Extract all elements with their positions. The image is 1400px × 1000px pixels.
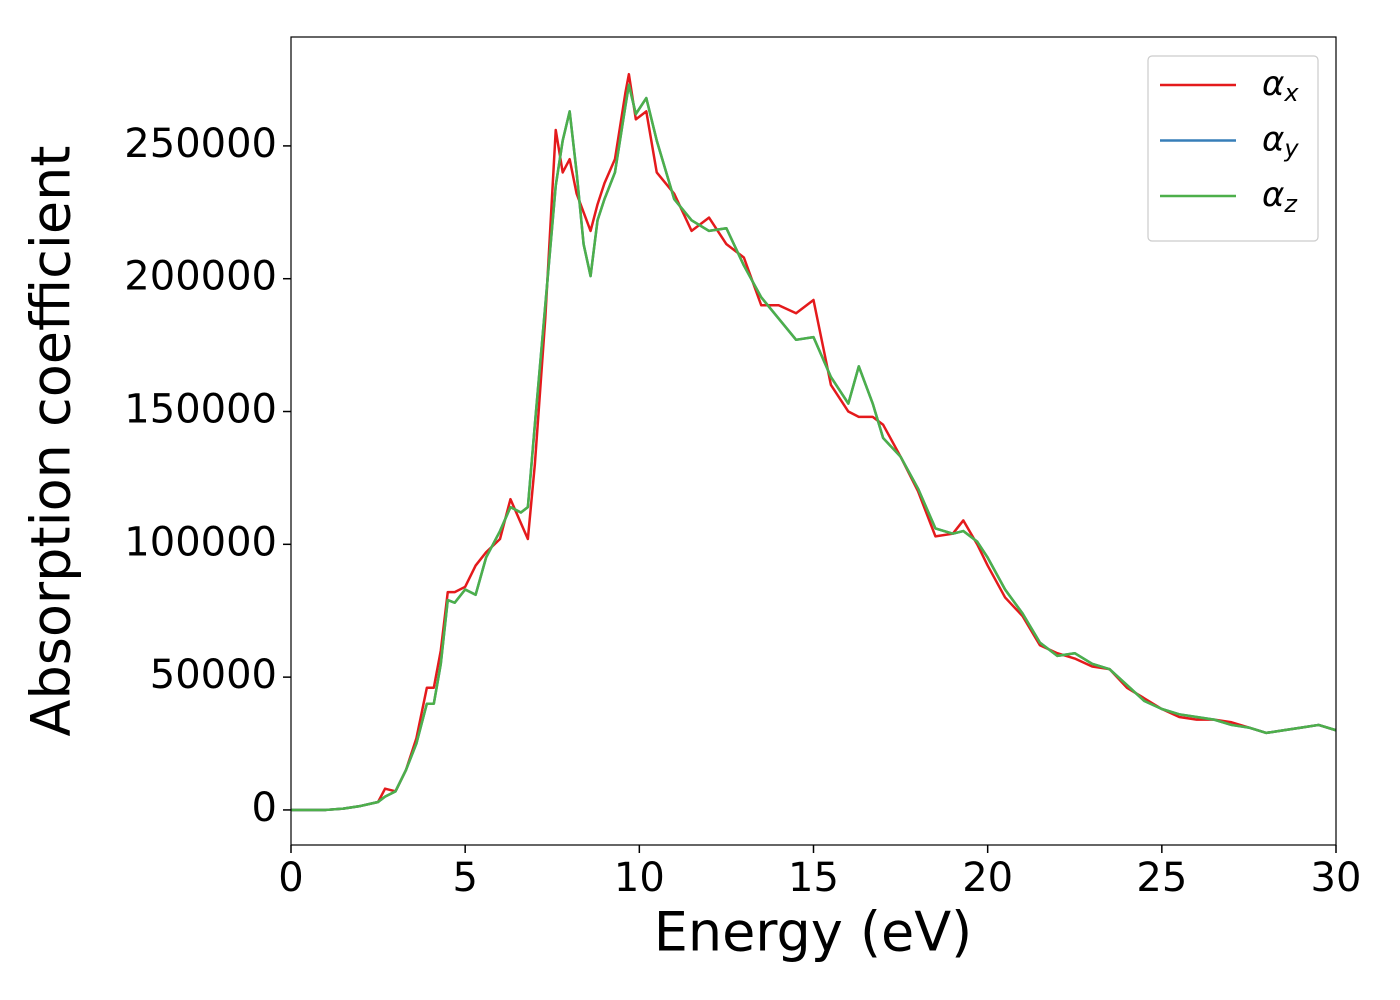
x-tick-label: 10 xyxy=(614,855,665,901)
x-tick-label: 25 xyxy=(1136,855,1187,901)
y-tick-label: 100000 xyxy=(124,519,277,565)
legend-label: αx xyxy=(1262,64,1299,108)
y-axis-label: Absorption coefficient xyxy=(20,146,83,737)
data-line xyxy=(291,83,1337,812)
x-tick-label: 15 xyxy=(788,855,839,901)
y-tick-label: 200000 xyxy=(124,254,277,300)
x-tick-label: 20 xyxy=(962,855,1013,901)
y-tick-label: 50000 xyxy=(150,652,277,698)
x-tick-label: 5 xyxy=(452,855,477,901)
legend-label: αy xyxy=(1262,119,1299,163)
x-axis-label: Energy (eV) xyxy=(654,901,973,964)
legend-label: αz xyxy=(1262,175,1298,219)
y-tick-label: 0 xyxy=(252,785,277,831)
y-tick-label: 250000 xyxy=(124,121,277,167)
y-tick-label: 150000 xyxy=(124,387,277,433)
plot-frame xyxy=(290,36,1337,846)
x-tick-label: 30 xyxy=(1311,855,1362,901)
x-tick-label: 0 xyxy=(278,855,303,901)
